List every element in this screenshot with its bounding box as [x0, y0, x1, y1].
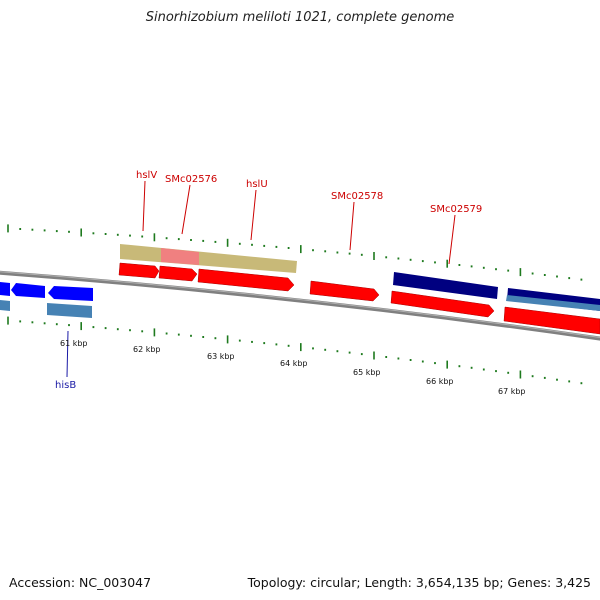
kbp-label: 65 kbp	[353, 368, 381, 377]
leader-hisB	[66, 330, 69, 378]
operon-band-highlight	[161, 248, 199, 265]
gene-hslV-arrow[interactable]	[118, 262, 160, 279]
gene-next-arrow[interactable]	[503, 306, 600, 335]
genome-summary-text: Topology: circular; Length: 3,654,135 bp…	[247, 575, 591, 590]
gene-hslU-arrow[interactable]	[197, 268, 295, 292]
label-SMc02579: SMc02579	[430, 204, 482, 215]
genome-title: Sinorhizobium meliloti 1021, complete ge…	[145, 10, 455, 25]
gene-reverse-3[interactable]	[48, 286, 93, 301]
genome-backbone-highlight	[0, 271, 600, 339]
steel-feature-left	[0, 300, 10, 311]
kbp-label: 64 kbp	[280, 359, 308, 368]
navy-feature	[393, 272, 498, 299]
kbp-label: 61 kbp	[60, 339, 88, 348]
label-hslV: hslV	[136, 170, 157, 181]
gene-SMc02576-arrow[interactable]	[158, 265, 198, 282]
inner-tick-ring	[7, 316, 583, 385]
label-hisB: hisB	[55, 380, 76, 391]
gene-reverse-2[interactable]	[11, 283, 45, 298]
gene-reverse-1[interactable]	[0, 282, 10, 296]
gene-SMc02579-arrow[interactable]	[390, 290, 495, 318]
leader-hslU	[250, 189, 257, 241]
leader-SMc02576	[181, 184, 191, 235]
leader-SMc02579	[448, 214, 456, 265]
genome-backbone	[0, 270, 600, 341]
kbp-label: 67 kbp	[498, 387, 526, 396]
gene-SMc02578-arrow[interactable]	[309, 280, 380, 302]
kbp-label: 62 kbp	[133, 345, 161, 354]
label-hslU: hslU	[246, 179, 268, 190]
gene-hisB[interactable]	[47, 303, 92, 318]
steel-feature-right	[506, 295, 600, 311]
outer-tick-ring	[7, 224, 583, 281]
kbp-label: 63 kbp	[207, 352, 235, 361]
accession-text: Accession: NC_003047	[9, 575, 152, 590]
label-SMc02576: SMc02576	[165, 174, 217, 185]
leader-SMc02578	[349, 201, 355, 251]
label-SMc02578: SMc02578	[331, 191, 383, 202]
leader-hslV	[142, 180, 146, 232]
kbp-label: 66 kbp	[426, 377, 454, 386]
